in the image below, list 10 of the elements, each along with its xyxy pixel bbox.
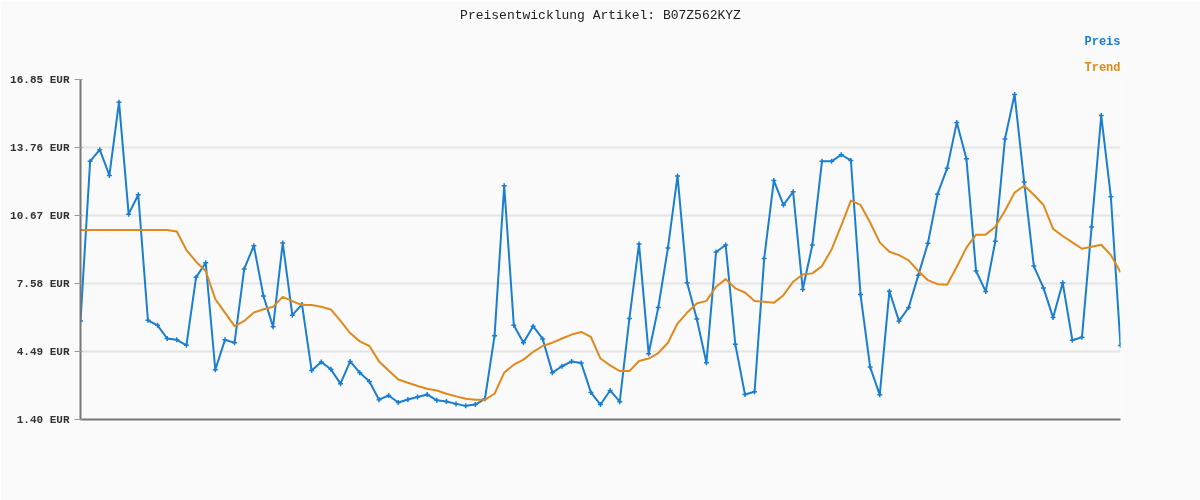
y-tick-label: 1.40 EUR	[16, 413, 70, 426]
text: Preis	[1084, 34, 1121, 49]
y-tick-label: 4.49 EUR	[16, 345, 70, 358]
y-tick-label: 13.76 EUR	[10, 141, 70, 154]
line-series	[80, 184, 1121, 401]
y-tick-label: 10.67 EUR	[10, 209, 70, 222]
text: Trend	[1084, 60, 1121, 75]
chart-title: Preisentwicklung Artikel: B07Z562KYZ	[460, 7, 742, 23]
y-tick-label: 7.58 EUR	[16, 277, 70, 290]
y-tick-label: 16.85 EUR	[10, 73, 70, 86]
